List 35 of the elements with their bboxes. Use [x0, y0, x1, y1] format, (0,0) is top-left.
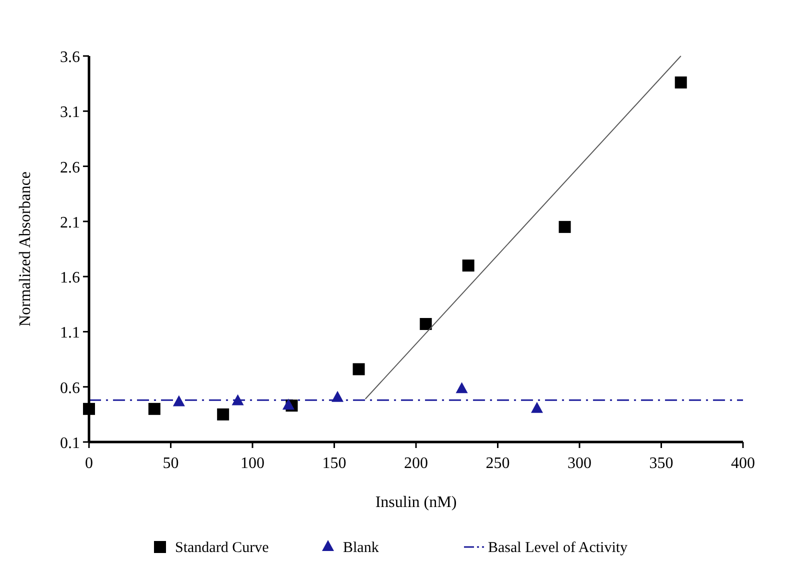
point — [462, 260, 474, 272]
y-tick-label: 3.1 — [60, 104, 80, 122]
point — [232, 394, 244, 406]
x-tick-label: 300 — [568, 455, 592, 472]
point — [456, 382, 468, 394]
point — [148, 402, 160, 415]
point — [674, 76, 687, 88]
x-tick-label: 150 — [322, 455, 346, 472]
point — [420, 318, 432, 330]
legend-label: Blank — [343, 540, 380, 556]
legend-label: Standard Curve — [175, 540, 270, 556]
y-tick-label: 2.1 — [60, 214, 80, 232]
point — [332, 390, 344, 402]
y-axis-title: Normalized Absorbance — [17, 171, 34, 327]
y-tick-label: 2.6 — [60, 159, 80, 176]
point — [217, 408, 230, 420]
y-tick-label: 1.1 — [60, 324, 80, 342]
y-tick-label: 3.6 — [60, 49, 80, 66]
point — [282, 398, 294, 410]
x-axis-title: Insulin (nM) — [375, 494, 457, 511]
x-tick-label: 50 — [162, 455, 179, 472]
legend-label: Basal Level of Activity — [488, 540, 628, 556]
x-tick-label: 100 — [240, 455, 264, 472]
point — [558, 220, 571, 233]
x-tick-label: 200 — [404, 455, 428, 472]
x-tick-label: 0 — [85, 455, 93, 472]
x-tick-label: 400 — [731, 455, 755, 472]
x-tick-label: 350 — [649, 455, 674, 472]
point — [352, 363, 365, 376]
point — [172, 395, 185, 406]
y-tick-label: 1.6 — [60, 270, 80, 287]
y-tick-label: 0.1 — [60, 435, 80, 452]
point — [530, 402, 543, 413]
y-tick-label: 0.6 — [60, 380, 80, 397]
x-tick-label: 250 — [486, 455, 510, 472]
